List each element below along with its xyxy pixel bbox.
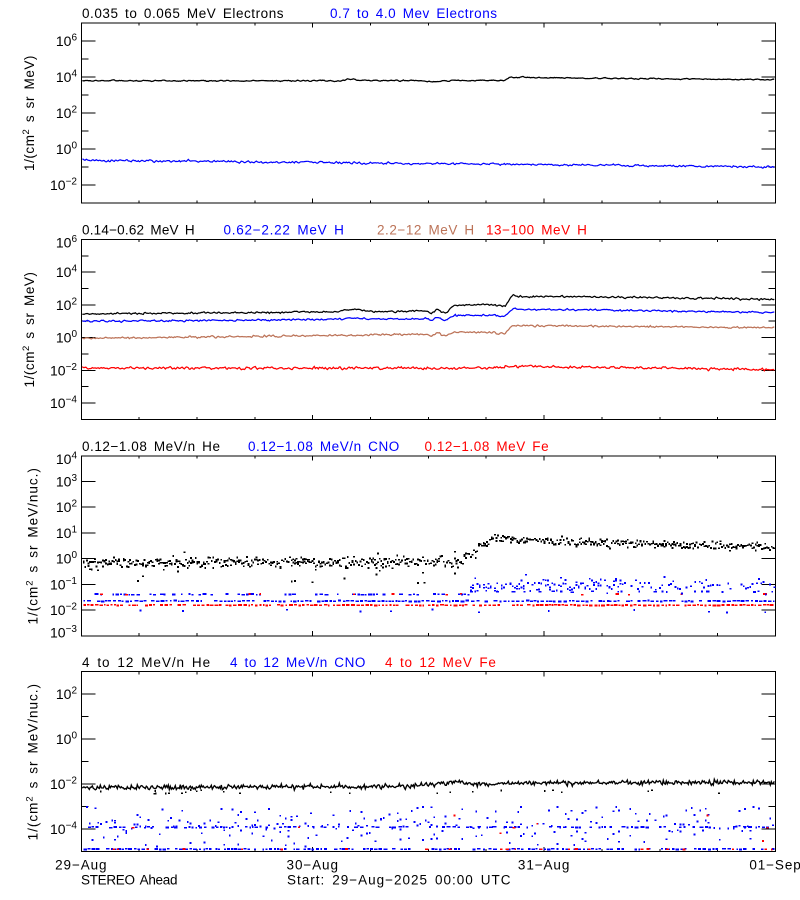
svg-text:Start: 29−Aug−2025 00:00 UTC: Start: 29−Aug−2025 00:00 UTC	[287, 873, 511, 888]
svg-text:0.14−0.62 MeV H: 0.14−0.62 MeV H	[82, 223, 195, 238]
svg-text:30−Aug: 30−Aug	[287, 858, 339, 873]
svg-text:1/(cm2 s sr MeV/nuc.): 1/(cm2 s sr MeV/nuc.)	[25, 467, 41, 624]
svg-text:4 to 12 MeV/n CNO: 4 to 12 MeV/n CNO	[230, 655, 366, 670]
svg-text:4 to 12 MeV/n He: 4 to 12 MeV/n He	[82, 655, 211, 670]
svg-text:0.7 to 4.0 Mev Electrons: 0.7 to 4.0 Mev Electrons	[330, 6, 498, 21]
svg-text:1/(cm2 s sr MeV): 1/(cm2 s sr MeV)	[21, 55, 37, 171]
svg-text:31−Aug: 31−Aug	[518, 858, 570, 873]
svg-text:1/(cm2 s sr MeV/nuc.): 1/(cm2 s sr MeV/nuc.)	[25, 683, 41, 840]
svg-text:2.2−12 MeV H: 2.2−12 MeV H	[377, 223, 475, 238]
svg-text:4 to 12 MeV Fe: 4 to 12 MeV Fe	[385, 655, 497, 670]
svg-text:0.035 to 0.065 MeV Electrons: 0.035 to 0.065 MeV Electrons	[82, 6, 284, 21]
svg-text:0.12−1.08 MeV/n He: 0.12−1.08 MeV/n He	[82, 439, 221, 454]
svg-text:0.62−2.22 MeV H: 0.62−2.22 MeV H	[224, 223, 345, 238]
svg-text:STEREO Ahead: STEREO Ahead	[81, 873, 177, 888]
svg-text:13−100 MeV H: 13−100 MeV H	[486, 223, 587, 238]
svg-text:01−Sep: 01−Sep	[749, 858, 800, 873]
svg-text:0.12−1.08 MeV Fe: 0.12−1.08 MeV Fe	[425, 439, 550, 454]
svg-text:29−Aug: 29−Aug	[55, 858, 107, 873]
svg-text:0.12−1.08 MeV/n CNO: 0.12−1.08 MeV/n CNO	[248, 439, 400, 454]
svg-text:1/(cm2 s sr MeV): 1/(cm2 s sr MeV)	[21, 272, 37, 388]
